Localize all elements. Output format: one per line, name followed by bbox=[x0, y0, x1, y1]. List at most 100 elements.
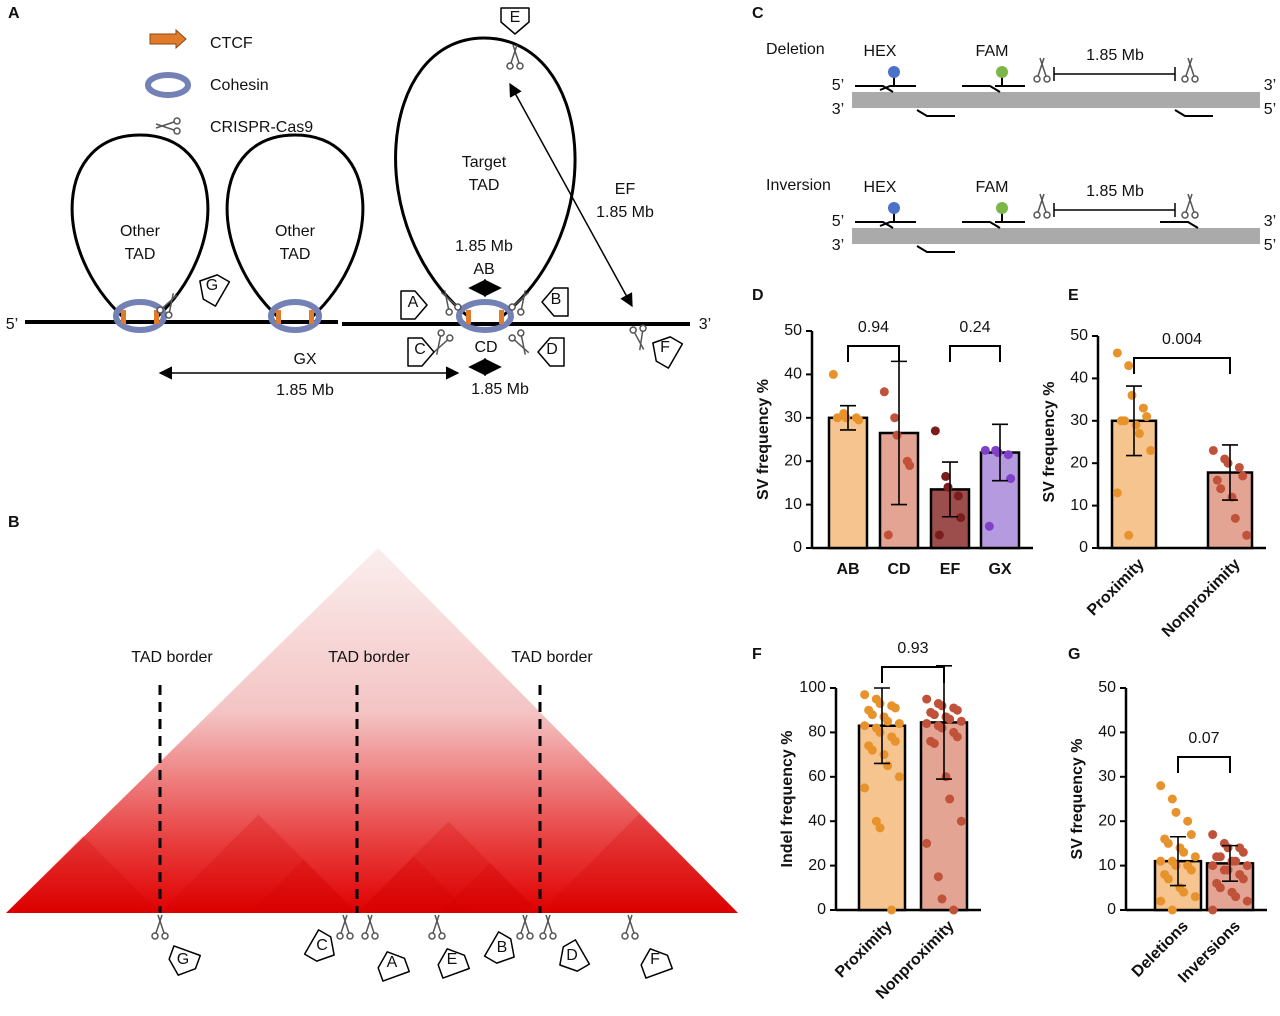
label: A bbox=[408, 294, 419, 311]
scissors-ring bbox=[437, 329, 445, 337]
data-point bbox=[875, 699, 885, 709]
data-point bbox=[933, 872, 943, 882]
scissors-ring bbox=[438, 932, 446, 940]
tag: B bbox=[541, 287, 569, 317]
label: 5’ bbox=[832, 77, 844, 94]
y-axis-label: SV frequency % bbox=[1041, 382, 1058, 503]
y-tick-label: 100 bbox=[799, 679, 826, 696]
scissors-ring bbox=[629, 326, 637, 334]
data-point bbox=[1242, 896, 1252, 906]
tag: F bbox=[652, 336, 684, 369]
data-point bbox=[871, 816, 881, 826]
error-bar bbox=[1170, 835, 1186, 887]
scissors-ring bbox=[1191, 211, 1199, 219]
scissors-ring bbox=[508, 334, 516, 342]
data-point bbox=[1186, 865, 1196, 875]
scissors-ring bbox=[1033, 211, 1041, 219]
p-value: 0.93 bbox=[897, 640, 928, 657]
tag-shape bbox=[652, 336, 684, 369]
label: 1.85 Mb bbox=[1086, 47, 1144, 64]
loop bbox=[70, 133, 210, 320]
label: C bbox=[752, 5, 764, 22]
primer bbox=[916, 221, 1199, 253]
label: TAD border bbox=[511, 649, 593, 666]
data-point bbox=[1146, 445, 1156, 455]
data-point bbox=[1208, 830, 1218, 840]
data-point bbox=[1006, 474, 1016, 484]
label: TAD bbox=[125, 246, 156, 263]
scissors-ring bbox=[445, 308, 453, 316]
heatmap bbox=[6, 548, 738, 913]
scissors-ring bbox=[631, 932, 639, 940]
label: F bbox=[660, 339, 670, 356]
tag: C bbox=[407, 337, 435, 367]
data-point bbox=[892, 430, 902, 440]
y-tick-label: 80 bbox=[808, 724, 826, 741]
data-point bbox=[854, 415, 864, 425]
scissors bbox=[155, 117, 181, 135]
scissors bbox=[621, 914, 639, 940]
label: 3’ bbox=[1264, 77, 1276, 94]
data-point bbox=[1120, 416, 1130, 426]
data-point bbox=[1234, 462, 1244, 472]
x-tick-label: Nonproximity bbox=[1159, 556, 1244, 641]
label: 3’ bbox=[832, 101, 844, 118]
ctcf bbox=[466, 310, 471, 324]
scissors-blade bbox=[432, 914, 440, 934]
scissors-blade bbox=[1187, 57, 1195, 77]
y-tick-label: 0 bbox=[793, 539, 802, 556]
label: 5’ bbox=[1264, 237, 1276, 254]
data-point bbox=[1163, 874, 1173, 884]
scissors-blade bbox=[155, 123, 175, 131]
tag: D bbox=[559, 939, 591, 972]
tag-shape bbox=[640, 948, 674, 979]
label: D bbox=[546, 341, 558, 358]
error-bar bbox=[942, 461, 958, 518]
fam-dye bbox=[996, 66, 1008, 78]
p-value: 0.94 bbox=[858, 319, 889, 336]
probe bbox=[995, 212, 1025, 223]
label: 3’ bbox=[699, 316, 711, 333]
fam-dye bbox=[996, 202, 1008, 214]
data-point bbox=[1112, 348, 1122, 358]
data-point bbox=[922, 838, 932, 848]
data-point bbox=[1124, 361, 1134, 371]
scissors-blade bbox=[365, 914, 373, 934]
primer bbox=[962, 85, 1001, 93]
scissors bbox=[432, 329, 454, 355]
label: C bbox=[316, 937, 328, 954]
data-point bbox=[941, 772, 951, 782]
data-point bbox=[1138, 403, 1148, 413]
data-point bbox=[1163, 838, 1173, 848]
scissors-blade bbox=[627, 914, 635, 934]
scissors-ring bbox=[371, 932, 379, 940]
y-tick-label: 30 bbox=[1070, 412, 1088, 429]
tad-domain bbox=[440, 863, 540, 913]
data-point bbox=[1230, 513, 1240, 523]
data-point bbox=[832, 413, 842, 423]
tag: D bbox=[537, 337, 565, 367]
label: 1.85 Mb bbox=[1086, 183, 1144, 200]
x-tick-label: Proximity bbox=[832, 918, 896, 982]
data-point bbox=[956, 816, 966, 826]
data-point bbox=[890, 703, 900, 713]
p-value: 0.24 bbox=[959, 319, 990, 336]
data-point bbox=[875, 823, 885, 833]
label: G bbox=[206, 277, 218, 294]
label: CD bbox=[474, 339, 497, 356]
scissors-ring bbox=[516, 932, 524, 940]
tag: G bbox=[199, 274, 231, 307]
data-point bbox=[1190, 892, 1200, 902]
scissors-blade bbox=[342, 914, 350, 934]
data-point bbox=[1183, 816, 1193, 826]
data-point bbox=[1167, 794, 1177, 804]
significance-bracket bbox=[881, 666, 945, 683]
label: GX bbox=[293, 351, 316, 368]
data-point bbox=[1134, 429, 1144, 439]
y-tick-label: 40 bbox=[1070, 370, 1088, 387]
data-point bbox=[1238, 847, 1248, 857]
y-axis-label: Indel frequency % bbox=[779, 731, 796, 868]
y-tick-label: 10 bbox=[1098, 857, 1116, 874]
label: 1.85 Mb bbox=[276, 382, 334, 399]
